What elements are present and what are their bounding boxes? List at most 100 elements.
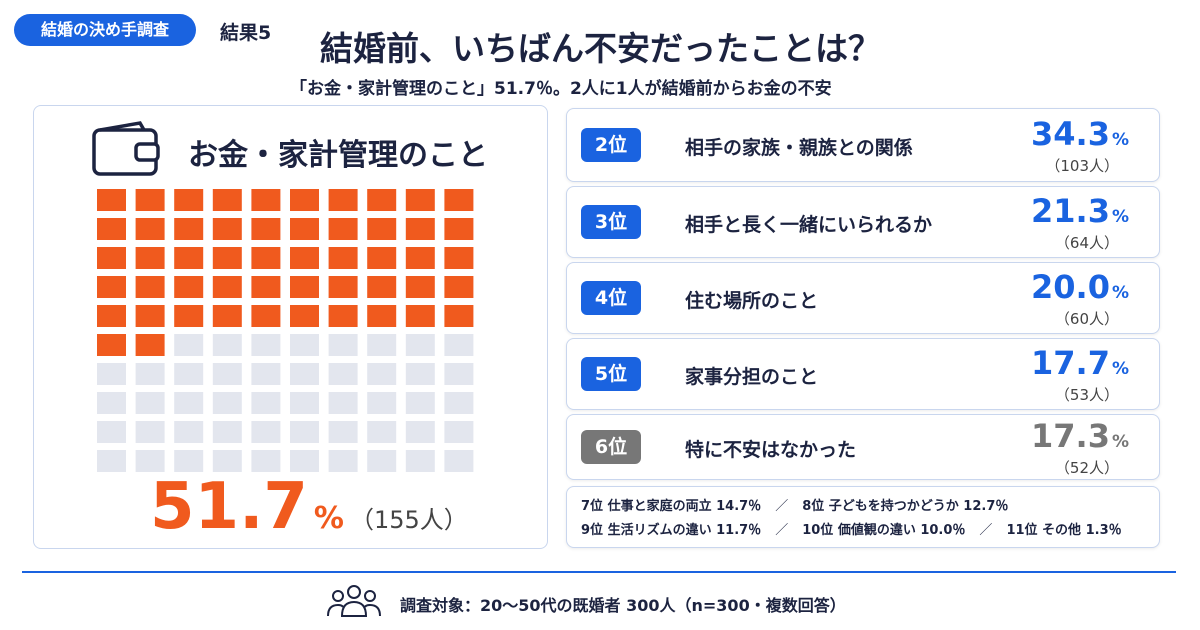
top-value-row: 51.7% （155人） — [150, 470, 468, 544]
rank-unit: % — [1111, 359, 1129, 379]
rank-value-row: 17.3% — [1031, 417, 1129, 455]
waffle — [97, 189, 474, 472]
waffle-cell — [444, 450, 474, 472]
waffle-cell — [97, 247, 126, 269]
rank-badge: 4位 — [581, 281, 641, 315]
waffle-cell — [367, 276, 397, 298]
subtitle: 「お金・家計管理のこと」51.7％。2人に1人が結婚前からお金の不安 — [290, 79, 832, 99]
waffle-cell — [251, 305, 281, 327]
waffle-cell — [97, 363, 126, 385]
rank-label: 住む場所のこと — [685, 290, 819, 312]
rank-unit: % — [1111, 432, 1129, 452]
rank-value-row: 21.3% — [1031, 192, 1129, 230]
top-count: （155人） — [349, 506, 468, 534]
waffle-cell — [251, 363, 281, 385]
rank-label: 特に不安はなかった — [685, 439, 857, 461]
waffle-cell — [251, 247, 281, 269]
waffle-cell — [405, 276, 435, 298]
waffle-cell — [328, 421, 358, 443]
waffle-cell — [328, 276, 358, 298]
top-label: お金・家計管理のこと — [188, 138, 488, 173]
waffle-cell — [97, 392, 126, 414]
waffle-cell — [444, 334, 474, 356]
waffle-cell — [135, 363, 165, 385]
waffle-cell — [212, 305, 242, 327]
waffle-cell — [367, 392, 397, 414]
waffle-cell — [135, 334, 165, 356]
waffle-cell — [251, 218, 281, 240]
rank-value: 17.7 — [1031, 344, 1110, 382]
waffle-cell — [135, 305, 165, 327]
others-line: 7位 仕事と家庭の両立 14.7％ ／ 8位 子どもを持つかどうか 12.7％ — [581, 495, 1122, 519]
waffle-cell — [212, 421, 242, 443]
waffle-cell — [174, 450, 204, 472]
waffle-cell — [174, 276, 204, 298]
footer-line — [22, 571, 1176, 573]
waffle-cell — [212, 247, 242, 269]
waffle-cell — [367, 218, 397, 240]
waffle-cell — [97, 421, 126, 443]
waffle-cell — [174, 392, 204, 414]
waffle-cell — [328, 247, 358, 269]
rank-card: 3位 相手と長く一緒にいられるか 21.3% （64人） — [566, 186, 1160, 258]
waffle-cell — [251, 421, 281, 443]
waffle-cell — [367, 189, 397, 211]
waffle-cell — [174, 218, 204, 240]
waffle-cell — [444, 247, 474, 269]
waffle-cell — [444, 392, 474, 414]
other-item: 7位 仕事と家庭の両立 14.7％ — [581, 499, 762, 514]
waffle-cell — [328, 392, 358, 414]
other-item: 8位 子どもを持つかどうか 12.7％ — [802, 499, 1009, 514]
waffle-cell — [135, 421, 165, 443]
rank-value: 17.3 — [1031, 417, 1110, 455]
waffle-cell — [212, 189, 242, 211]
waffle-cell — [97, 218, 126, 240]
waffle-cell — [212, 363, 242, 385]
waffle-cell — [290, 450, 319, 472]
waffle-cell — [290, 421, 319, 443]
waffle-cell — [290, 276, 319, 298]
tag: 結婚の決め手調査 — [14, 14, 196, 46]
waffle-cell — [367, 421, 397, 443]
rank-count: （53人） — [1054, 386, 1119, 404]
result: 結果5 — [220, 22, 272, 44]
waffle-cell — [405, 305, 435, 327]
waffle-cell — [328, 218, 358, 240]
other-item: 9位 生活リズムの違い 11.7％ — [581, 523, 762, 538]
waffle-cell — [367, 363, 397, 385]
waffle-cell — [405, 392, 435, 414]
rank-unit: % — [1111, 130, 1129, 150]
waffle-cell — [290, 334, 319, 356]
waffle-cell — [328, 305, 358, 327]
waffle-cell — [405, 218, 435, 240]
waffle-cell — [174, 305, 204, 327]
people-icon — [327, 585, 381, 617]
waffle-cell — [367, 247, 397, 269]
waffle-cell — [367, 334, 397, 356]
separator: ／ — [775, 523, 789, 538]
waffle-cell — [135, 392, 165, 414]
top-unit: % — [313, 501, 344, 536]
rank-count: （64人） — [1054, 234, 1119, 252]
waffle-cell — [174, 363, 204, 385]
rank-label: 相手と長く一緒にいられるか — [685, 214, 933, 236]
rank-value-row: 34.3% — [1031, 115, 1129, 153]
rank-value: 20.0 — [1031, 268, 1110, 306]
rank-value-row: 20.0% — [1031, 268, 1129, 306]
waffle-cell — [290, 392, 319, 414]
waffle-cell — [444, 218, 474, 240]
waffle-cell — [328, 189, 358, 211]
waffle-cell — [405, 450, 435, 472]
waffle-cell — [135, 189, 165, 211]
waffle-cell — [290, 247, 319, 269]
rank-unit: % — [1111, 207, 1129, 227]
rank-unit: % — [1111, 283, 1129, 303]
rank-count: （103人） — [1045, 157, 1119, 175]
other-item: 11位 その他 1.3％ — [1006, 523, 1122, 538]
waffle-cell — [212, 392, 242, 414]
waffle-cell — [405, 363, 435, 385]
waffle-cell — [251, 276, 281, 298]
waffle-cell — [212, 276, 242, 298]
waffle-cell — [444, 421, 474, 443]
